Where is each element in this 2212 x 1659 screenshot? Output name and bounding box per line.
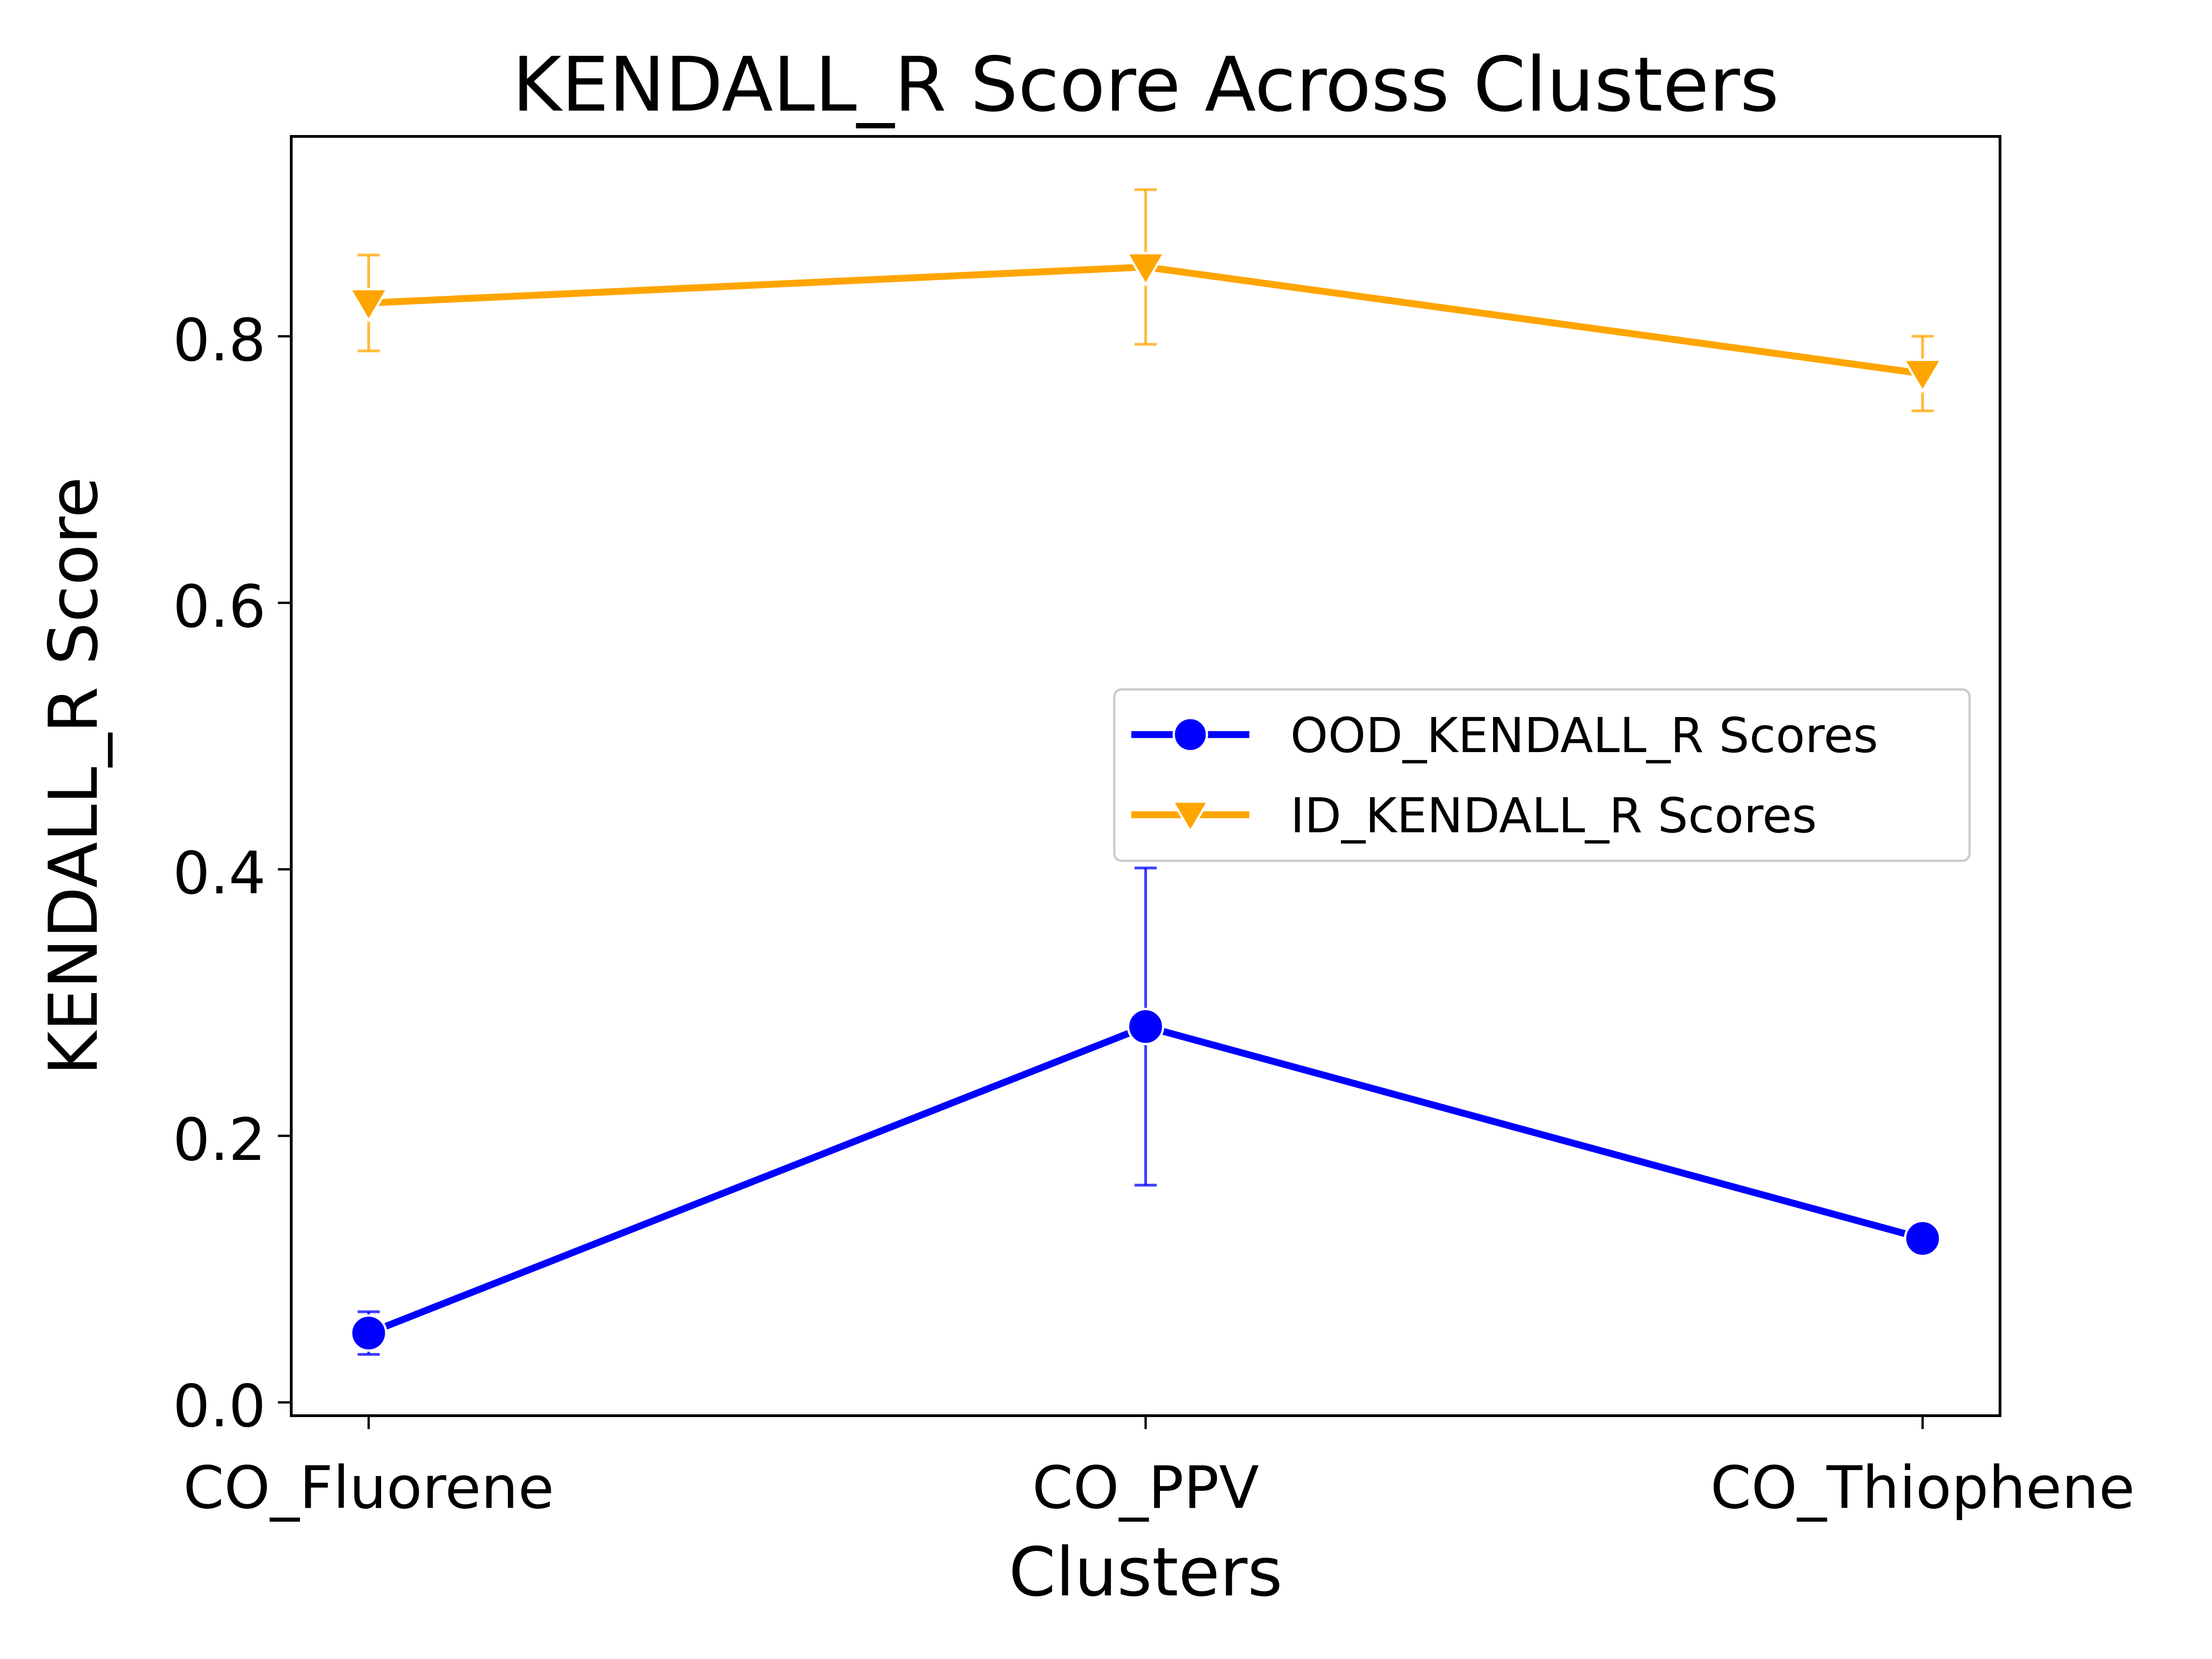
y-axis-label: KENDALL_R Score (35, 477, 113, 1075)
legend: OOD_KENDALL_R Scores ID_KENDALL_R Scores (1113, 688, 1971, 862)
data-point (350, 1314, 388, 1352)
data-point (1904, 1219, 1941, 1257)
y-tick-label: 0.4 (173, 839, 266, 907)
y-tick-label: 0.2 (173, 1106, 266, 1174)
data-point (1125, 252, 1166, 287)
data-point (348, 288, 389, 323)
y-tick-label: 0.8 (173, 306, 266, 374)
data-point (1902, 359, 1943, 394)
axis-layer: 0.0 0.2 0.4 0.6 0.8 CO_Fluorene CO_PPV CO_Thiop… (173, 306, 2135, 1522)
x-tick-label: CO_PPV (1032, 1453, 1259, 1522)
legend-swatch-marker (1171, 800, 1210, 834)
legend-swatch-marker (1172, 717, 1208, 753)
legend-label: ID_KENDALL_R Scores (1290, 788, 1817, 844)
x-tick-label: CO_Fluorene (183, 1453, 554, 1522)
chart-title: KENDALL_R Score Across Clusters (512, 41, 1779, 129)
y-tick-label: 0.0 (173, 1372, 266, 1440)
series-id (348, 188, 1943, 412)
plot-content (348, 188, 1943, 1356)
x-axis-label: Clusters (1009, 1533, 1282, 1612)
data-point (1127, 1008, 1165, 1046)
x-tick-label: CO_Thiophene (1710, 1453, 2135, 1522)
legend-label: OOD_KENDALL_R Scores (1290, 707, 1878, 764)
series-ood (350, 866, 1941, 1356)
y-tick-label: 0.6 (173, 572, 266, 641)
legend-box (1113, 688, 1971, 862)
